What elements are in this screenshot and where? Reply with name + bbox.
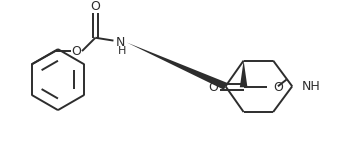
Text: N: N bbox=[115, 36, 125, 49]
Text: H: H bbox=[118, 46, 126, 56]
Text: NH: NH bbox=[302, 80, 321, 93]
Text: O: O bbox=[208, 81, 218, 94]
Polygon shape bbox=[127, 43, 227, 90]
Text: O: O bbox=[90, 0, 100, 13]
Polygon shape bbox=[240, 61, 247, 87]
Text: O: O bbox=[71, 45, 81, 58]
Text: O: O bbox=[273, 81, 283, 94]
